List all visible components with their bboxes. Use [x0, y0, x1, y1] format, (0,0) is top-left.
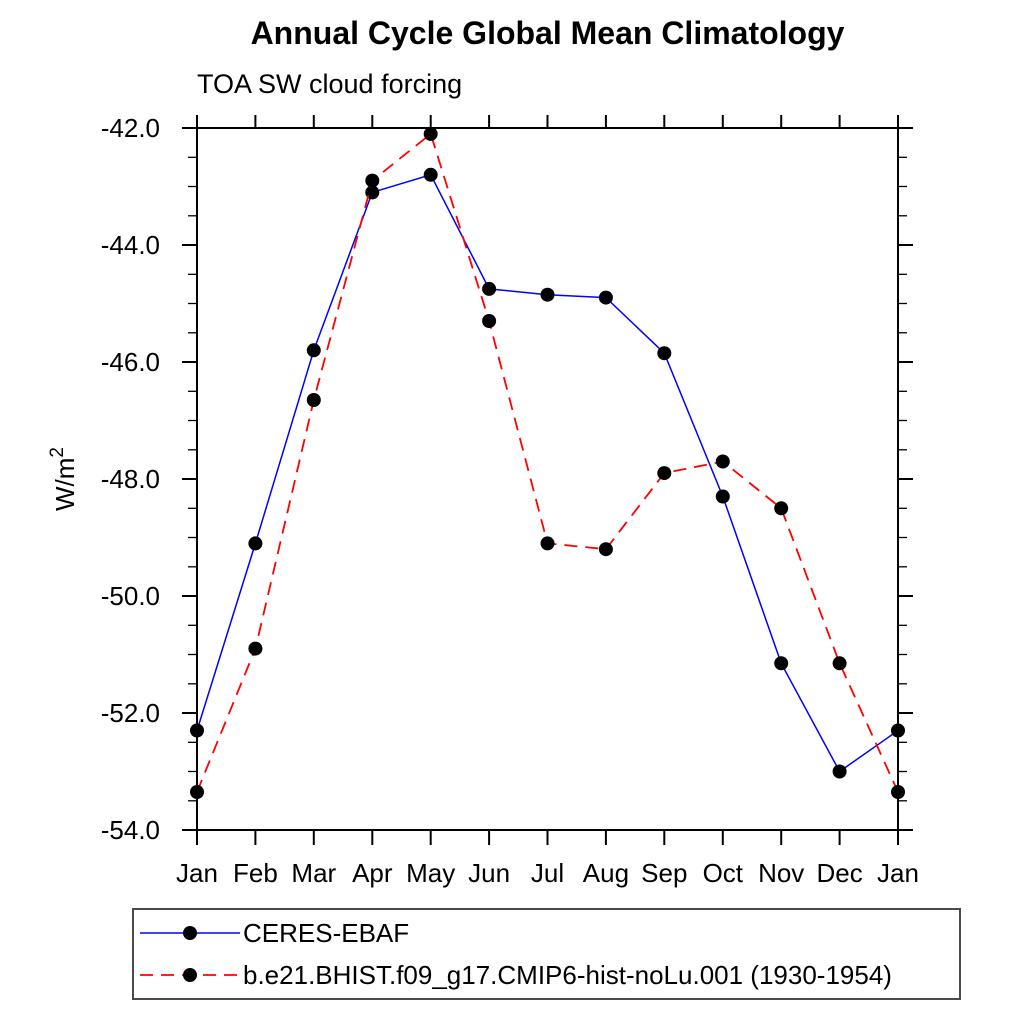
x-tick-label: Apr: [352, 858, 393, 888]
data-point: [423, 126, 438, 141]
data-point: [715, 454, 730, 469]
y-tick-label: -50.0: [101, 581, 160, 611]
chart-subtitle: TOA SW cloud forcing: [197, 69, 463, 99]
data-point: [365, 173, 380, 188]
legend-item-model: b.e21.BHIST.f09_g17.CMIP6-hist-noLu.001 …: [137, 955, 959, 995]
data-point: [598, 542, 613, 557]
legend-label-model: b.e21.BHIST.f09_g17.CMIP6-hist-noLu.001 …: [243, 960, 892, 991]
y-tick-label: -48.0: [101, 464, 160, 494]
x-tick-label: Jan: [176, 858, 218, 888]
plot-frame: [196, 127, 899, 831]
y-tick-label: -52.0: [101, 698, 160, 728]
x-tick-label: Jan: [877, 858, 919, 888]
data-point: [306, 393, 321, 407]
data-point: [657, 346, 672, 361]
data-point: [190, 785, 204, 799]
data-point: [774, 501, 789, 516]
x-tick-label: Nov: [758, 858, 804, 888]
x-tick-label: Oct: [703, 858, 744, 888]
data-point: [657, 466, 672, 481]
data-point: [715, 489, 730, 504]
data-point: [248, 641, 263, 656]
y-tick-label: -44.0: [101, 230, 160, 260]
data-point: [891, 723, 905, 738]
series-line-0: [196, 173, 899, 773]
legend-box: CERES-EBAF b.e21.BHIST.f09_g17.CMIP6-his…: [132, 908, 961, 1000]
data-point: [774, 656, 789, 671]
data-point: [423, 167, 438, 182]
legend-line-sample-solid: [140, 925, 240, 940]
data-point: [482, 281, 497, 296]
data-point: [306, 343, 321, 358]
x-tick-label: Jul: [531, 858, 564, 888]
legend-item-ceres-ebaf: CERES-EBAF: [137, 913, 959, 953]
legend-marker-icon: [183, 925, 197, 940]
legend-marker-icon: [183, 968, 197, 983]
chart-title: Annual Cycle Global Mean Climatology: [250, 15, 845, 51]
x-tick-label: May: [406, 858, 455, 888]
series-line-1: [196, 132, 899, 793]
data-point: [832, 764, 847, 779]
data-point: [891, 785, 905, 799]
x-tick-label: Sep: [641, 858, 687, 888]
x-tick-label: Jun: [468, 858, 510, 888]
x-tick-label: Dec: [816, 858, 862, 888]
x-tick-label: Feb: [233, 858, 278, 888]
y-tick-label: -42.0: [101, 113, 160, 143]
data-point: [482, 314, 497, 328]
legend-line-sample-dashed: [140, 968, 240, 983]
legend-label-ceres-ebaf: CERES-EBAF: [243, 917, 410, 948]
data-point: [190, 723, 204, 738]
data-point: [248, 536, 263, 551]
data-point: [598, 290, 613, 305]
data-point: [540, 536, 555, 551]
x-tick-label: Aug: [583, 858, 629, 888]
x-tick-label: Mar: [291, 858, 336, 888]
data-point: [540, 287, 555, 302]
data-point: [832, 656, 847, 671]
y-tick-label: -46.0: [101, 347, 160, 377]
y-axis-title: W/m2: [47, 447, 80, 511]
y-tick-label: -54.0: [101, 815, 160, 845]
